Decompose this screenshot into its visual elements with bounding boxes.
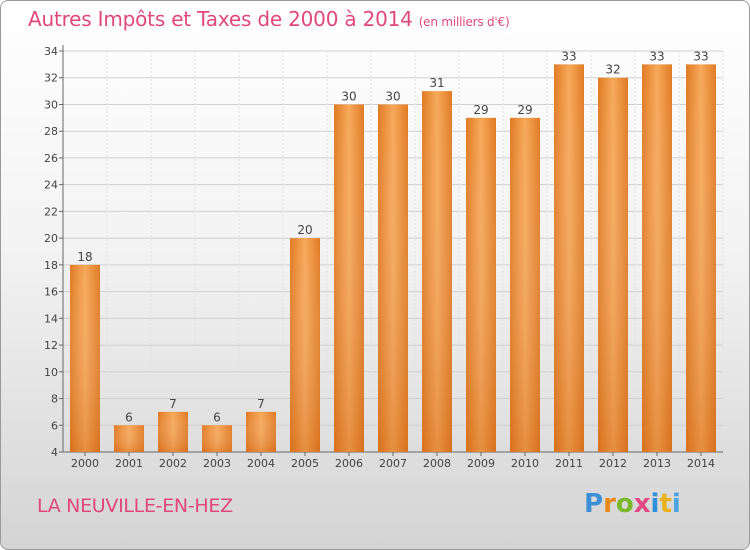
- bar-value-label: 7: [169, 397, 177, 411]
- logo-letter: t: [659, 489, 672, 519]
- bar-shade: [510, 117, 540, 452]
- x-tick-label: 2002: [159, 457, 187, 470]
- logo-letter: x: [633, 489, 651, 519]
- bar-value-label: 29: [517, 103, 532, 117]
- bar-value-label: 18: [77, 250, 92, 264]
- y-tick-label: 12: [44, 339, 58, 352]
- bar-shade: [334, 104, 364, 452]
- y-tick-label: 4: [51, 446, 58, 459]
- bar-shade: [70, 264, 100, 452]
- y-tick-label: 20: [44, 232, 58, 245]
- bar-value-label: 31: [429, 76, 444, 90]
- bar-value-label: 33: [649, 49, 664, 63]
- x-tick-label: 2009: [467, 457, 495, 470]
- labels: 18 2000 6 2001 7 2002 6 2003 7 2004 20 2005 30 2006 30…: [71, 49, 715, 470]
- y-tick-label: 26: [44, 152, 58, 165]
- y-tick-label: 28: [44, 125, 58, 138]
- x-tick-label: 2004: [247, 457, 275, 470]
- y-tick-label: 32: [44, 72, 58, 85]
- bar-value-label: 29: [473, 103, 488, 117]
- y-tick-label: 16: [44, 286, 58, 299]
- x-tick-label: 2005: [291, 457, 319, 470]
- y-tick-label: 24: [44, 179, 58, 192]
- bar-value-label: 33: [693, 49, 708, 63]
- bar-shade: [422, 91, 452, 452]
- bar-value-label: 30: [385, 89, 400, 103]
- logo-letter: i: [671, 489, 681, 519]
- bars: [70, 64, 716, 452]
- bar-shade: [554, 64, 584, 452]
- bar-shade: [290, 238, 320, 452]
- y-tick-label: 34: [44, 45, 58, 58]
- y-tick-label: 22: [44, 205, 58, 218]
- logo-letter: P: [584, 489, 604, 519]
- bar-value-label: 30: [341, 89, 356, 103]
- bar-shade: [158, 411, 188, 452]
- x-tick-label: 2003: [203, 457, 231, 470]
- x-tick-label: 2011: [555, 457, 583, 470]
- chart-title: Autres Impôts et Taxes de 2000 à 2014 (en…: [28, 7, 510, 31]
- y-tick-label: 8: [51, 393, 58, 406]
- y-tick-label: 30: [44, 98, 58, 111]
- x-tick-label: 2012: [599, 457, 627, 470]
- x-tick-label: 2014: [687, 457, 715, 470]
- y-tick-label: 6: [51, 419, 58, 432]
- logo-letter: i: [650, 489, 660, 519]
- x-tick-label: 2000: [71, 457, 99, 470]
- bar-value-label: 20: [297, 223, 312, 237]
- logo-letter: r: [603, 489, 616, 519]
- bar-shade: [686, 64, 716, 452]
- bar-shade: [378, 104, 408, 452]
- proxiti-logo[interactable]: Proxiti: [584, 489, 681, 519]
- bar-value-label: 6: [125, 410, 133, 424]
- chart-title-text: Autres Impôts et Taxes de 2000 à 2014: [28, 7, 413, 31]
- bar-value-label: 7: [257, 397, 265, 411]
- x-tick-label: 2013: [643, 457, 671, 470]
- chart-subtitle: (en milliers d'€): [418, 15, 510, 29]
- x-tick-label: 2010: [511, 457, 539, 470]
- bar-shade: [466, 117, 496, 452]
- y-tick-label: 10: [44, 366, 58, 379]
- x-tick-label: 2007: [379, 457, 407, 470]
- y-tick-label: 14: [44, 312, 58, 325]
- bar-shade: [114, 425, 144, 452]
- x-tick-label: 2006: [335, 457, 363, 470]
- bar-shade: [598, 77, 628, 452]
- y-tick-label: 18: [44, 259, 58, 272]
- bar-value-label: 33: [561, 49, 576, 63]
- logo-letter: o: [615, 489, 634, 519]
- bar-shade: [202, 425, 232, 452]
- commune-name: LA NEUVILLE-EN-HEZ: [37, 495, 233, 517]
- bar-value-label: 32: [605, 63, 620, 77]
- bar-shade: [246, 411, 276, 452]
- bar-shade: [642, 64, 672, 452]
- x-tick-label: 2008: [423, 457, 451, 470]
- bar-value-label: 6: [213, 410, 221, 424]
- x-tick-label: 2001: [115, 457, 143, 470]
